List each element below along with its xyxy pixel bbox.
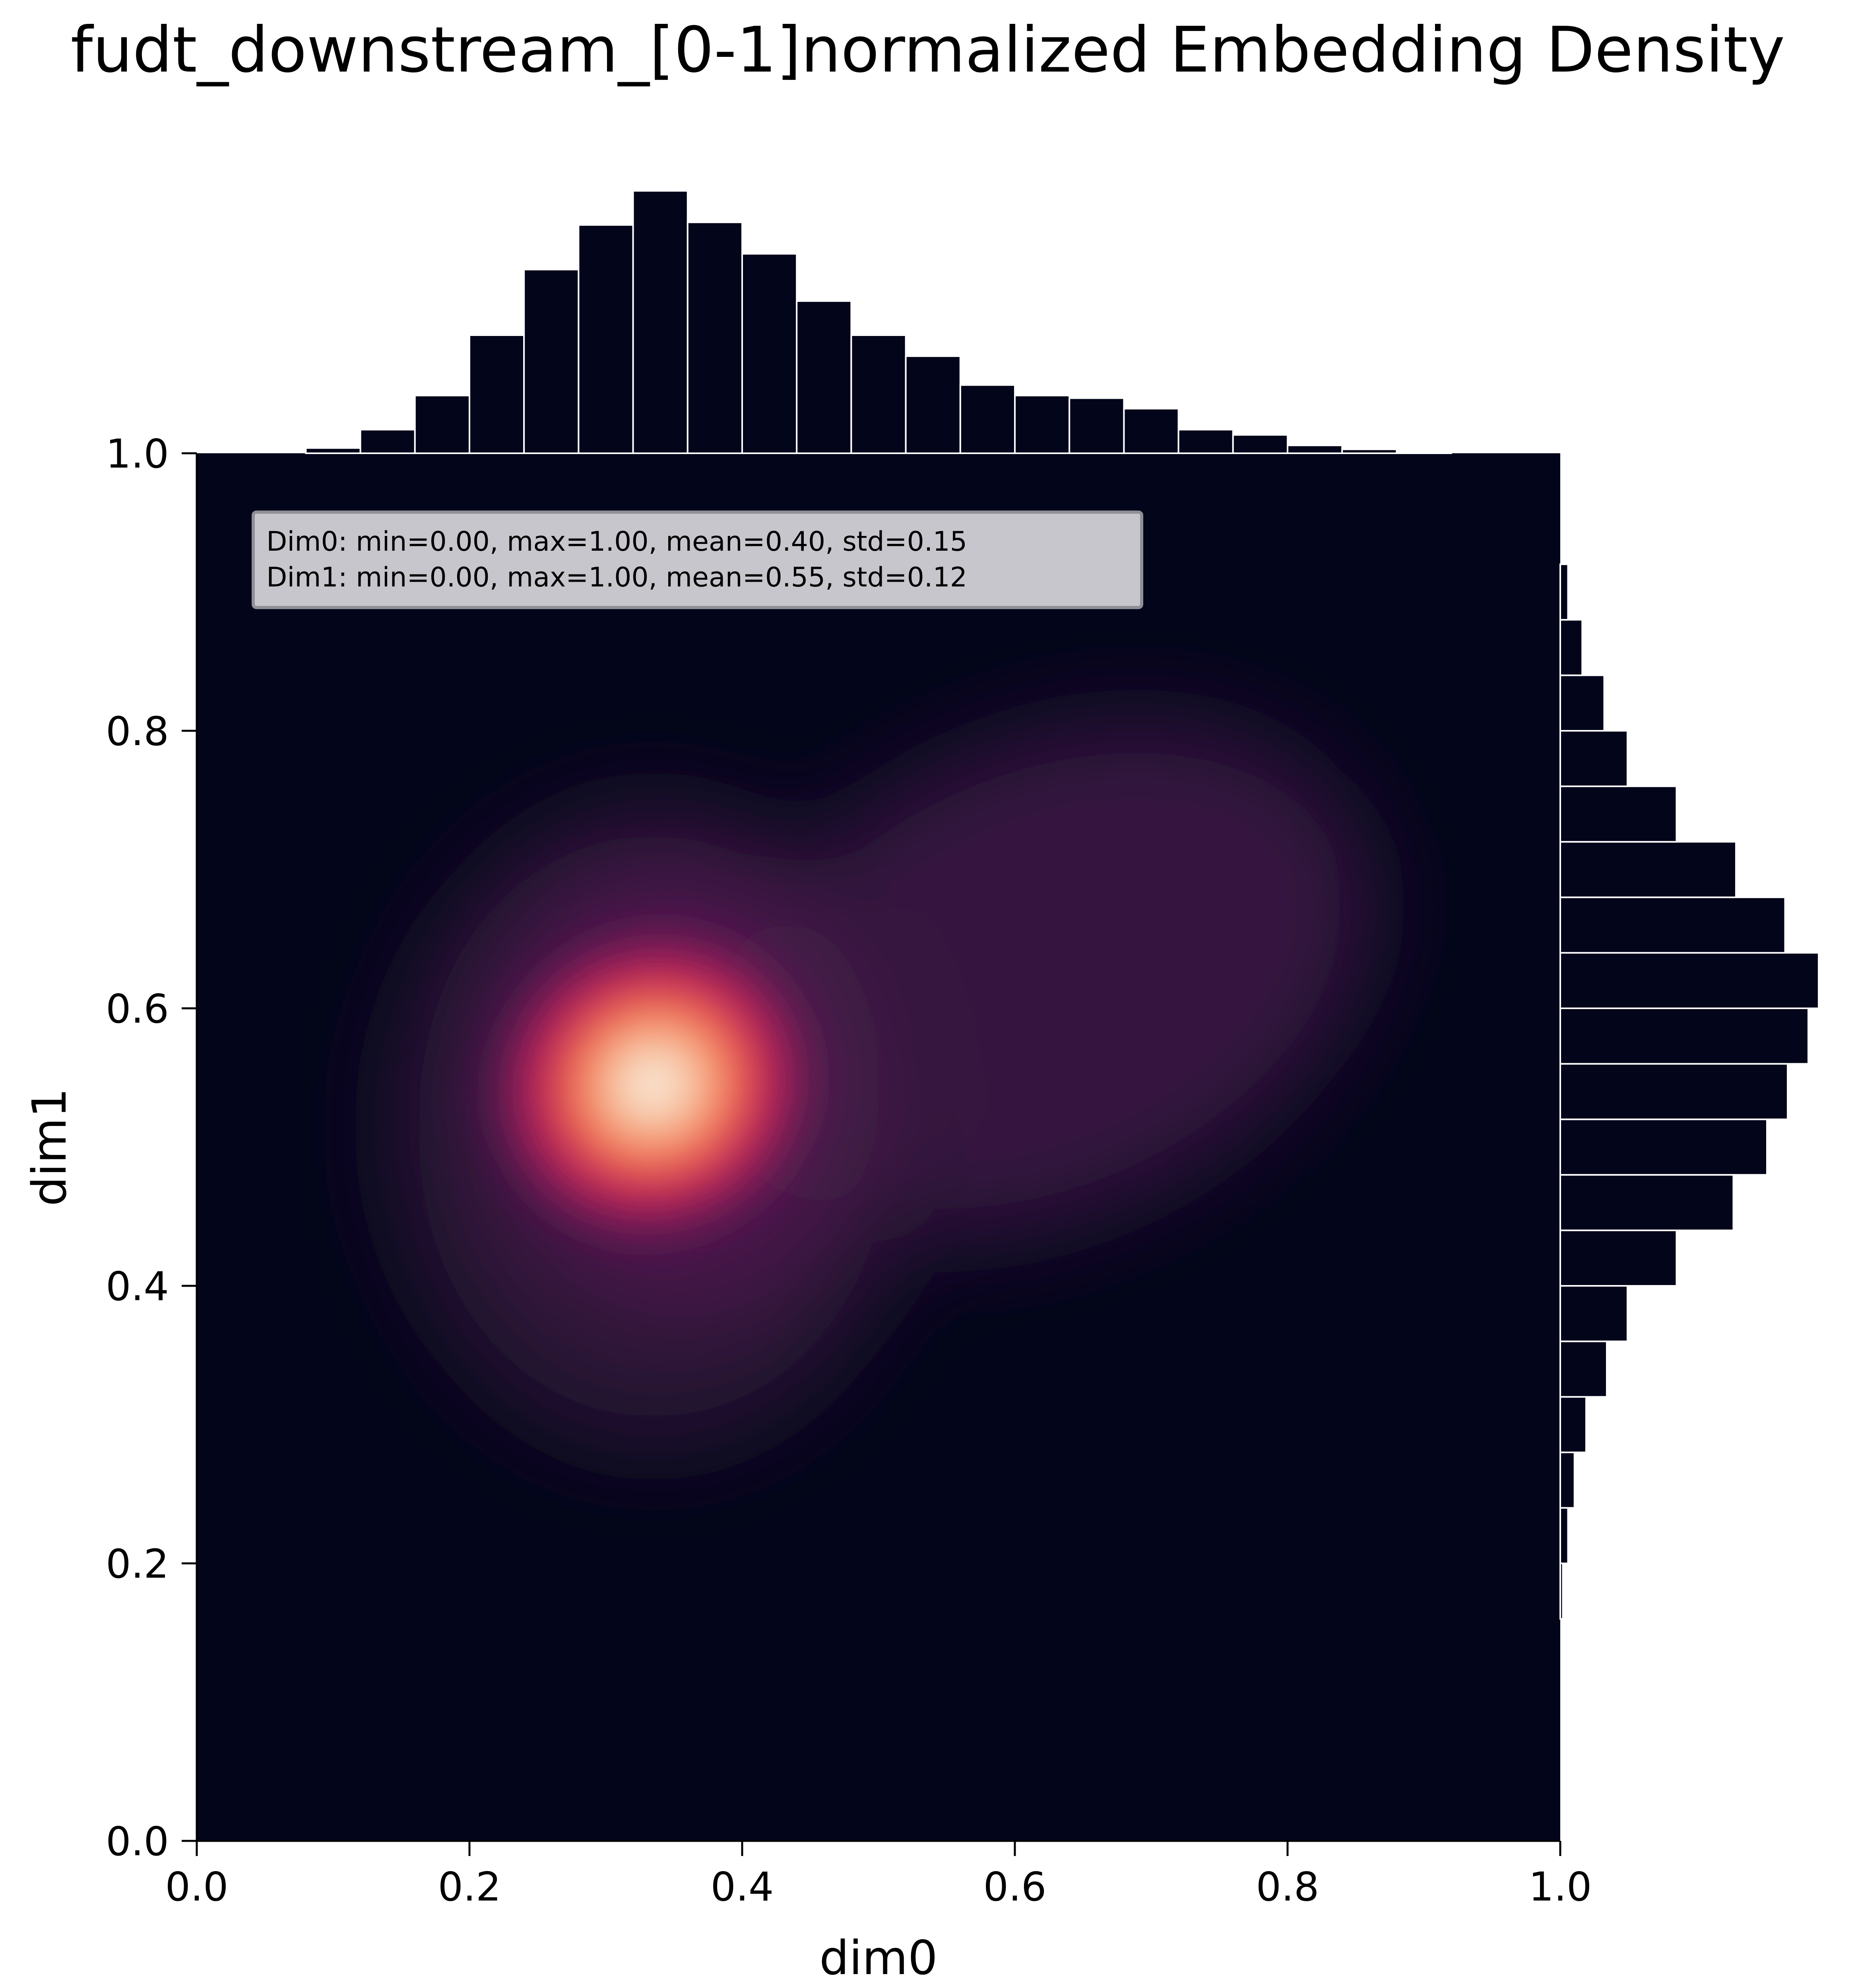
stats-box: Dim0: min=0.00, max=1.00, mean=0.40, std… bbox=[252, 511, 1143, 609]
hist-y-bar bbox=[1559, 785, 1678, 843]
x-tick-label: 0.0 bbox=[165, 1864, 228, 1910]
y-tick-label: 0.2 bbox=[106, 1541, 169, 1587]
x-tick-label: 0.2 bbox=[438, 1864, 501, 1910]
hist-y-bar bbox=[1559, 619, 1583, 676]
y-tick-label: 1.0 bbox=[106, 431, 169, 477]
hist-x-bar bbox=[1341, 448, 1398, 454]
hist-y-bar bbox=[1559, 1563, 1564, 1620]
hist-x-bar bbox=[359, 429, 416, 454]
hist-y-bar bbox=[1559, 674, 1605, 732]
hist-x-bar bbox=[1396, 451, 1452, 454]
hist-y-bar bbox=[1559, 952, 1819, 1009]
marginal-histogram-y bbox=[1559, 563, 1819, 1620]
hist-y-bar bbox=[1559, 1174, 1734, 1231]
hist-y-bar bbox=[1559, 1340, 1608, 1398]
hist-y-bar bbox=[1559, 1396, 1587, 1453]
y-axis-label: dim1 bbox=[22, 1088, 77, 1206]
density-level-6 bbox=[630, 1062, 677, 1108]
y-tick-label: 0.0 bbox=[106, 1818, 169, 1865]
x-axis-label: dim0 bbox=[819, 1930, 938, 1985]
hist-y-bar bbox=[1559, 1118, 1768, 1176]
hist-x-bar bbox=[1123, 408, 1179, 454]
hist-x-bar bbox=[850, 334, 907, 454]
hist-x-bar bbox=[1177, 429, 1234, 454]
hist-x-bar bbox=[1069, 397, 1125, 454]
stats-dim1: Dim1: min=0.00, max=1.00, mean=0.55, std… bbox=[266, 562, 967, 593]
hist-x-bar bbox=[905, 355, 961, 454]
hist-y-bar bbox=[1559, 896, 1786, 954]
hist-x-bar bbox=[687, 221, 743, 454]
hist-y-bar bbox=[1559, 730, 1628, 787]
hist-x-bar bbox=[469, 334, 525, 454]
hist-y-bar bbox=[1559, 1507, 1569, 1564]
x-tick-label: 1.0 bbox=[1528, 1864, 1592, 1910]
y-tick-label: 0.8 bbox=[106, 708, 169, 755]
hist-y-bar bbox=[1559, 841, 1737, 898]
hist-x-bar bbox=[523, 269, 580, 454]
hist-x-bar bbox=[1287, 445, 1343, 454]
hist-x-bar bbox=[578, 224, 634, 454]
hist-x-bar bbox=[741, 253, 798, 454]
hist-y-bar bbox=[1559, 1063, 1788, 1120]
x-tick-label: 0.6 bbox=[983, 1864, 1046, 1910]
y-tick-label: 0.4 bbox=[106, 1263, 169, 1310]
hist-y-bar bbox=[1559, 1229, 1678, 1287]
hist-x-bar bbox=[305, 447, 361, 454]
hist-y-bar bbox=[1559, 1285, 1628, 1342]
x-tick-label: 0.8 bbox=[1256, 1864, 1319, 1910]
hist-y-bar bbox=[1559, 1008, 1809, 1065]
y-axis-ticks: 0.0 0.2 0.4 0.6 0.8 1.0 bbox=[106, 431, 197, 1865]
density-heatmap bbox=[386, 720, 1374, 1451]
chart-title: fudt_downstream_[0-1]normalized Embeddin… bbox=[71, 14, 1785, 87]
hist-x-bar bbox=[796, 300, 852, 454]
hist-y-bar bbox=[1559, 1451, 1575, 1509]
hist-y-bar bbox=[1559, 563, 1569, 621]
hist-x-bar bbox=[959, 384, 1016, 454]
marginal-histogram-x bbox=[305, 190, 1452, 454]
stats-box-background bbox=[252, 511, 1143, 609]
stats-dim0: Dim0: min=0.00, max=1.00, mean=0.40, std… bbox=[266, 526, 967, 557]
x-tick-label: 0.4 bbox=[710, 1864, 774, 1910]
x-axis-ticks: 0.0 0.2 0.4 0.6 0.8 1.0 bbox=[165, 1841, 1592, 1910]
hist-x-bar bbox=[1014, 394, 1071, 454]
y-tick-label: 0.6 bbox=[106, 986, 169, 1032]
hist-x-bar bbox=[632, 190, 688, 454]
hist-x-bar bbox=[1232, 434, 1289, 454]
hist-x-bar bbox=[414, 394, 471, 454]
